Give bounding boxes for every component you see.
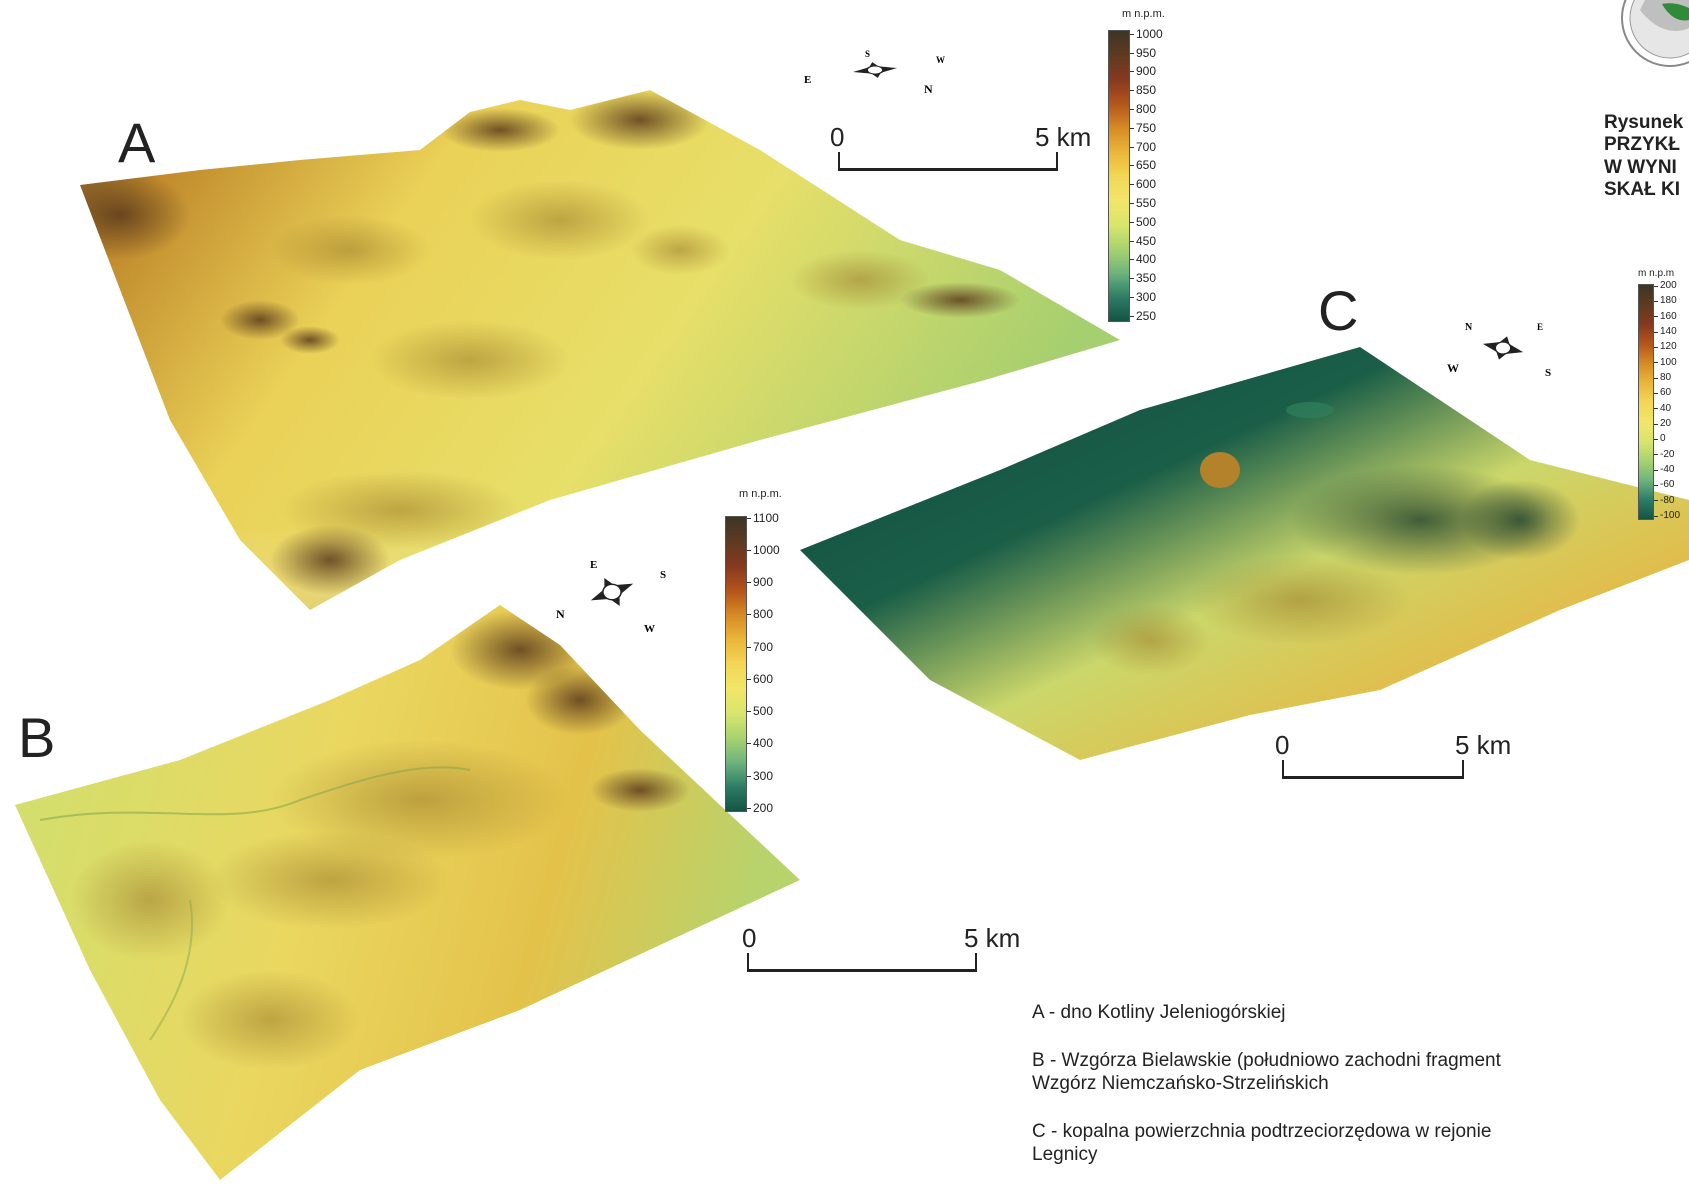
colorbar-b-tick: 700 <box>746 639 774 654</box>
compass-a-letter-2: E <box>804 74 811 86</box>
colorbar-c: m n.p.m 200 180 160 140 120 100 80 60 40 20 0 -20 -4… <box>1638 268 1689 521</box>
colorbar-b-tick: 600 <box>746 671 774 686</box>
colorbar-a-tick: 500 <box>1129 214 1157 229</box>
colorbar-a-tick: 250 <box>1129 308 1157 323</box>
compass-rose-a-icon: S E N W <box>804 50 945 96</box>
colorbar-c-title: m n.p.m <box>1638 268 1675 279</box>
colorbar-a-tick: 1000 <box>1130 26 1163 41</box>
colorbar-c-tick: -60 <box>1653 479 1675 491</box>
colorbar-a-tick: 700 <box>1129 139 1157 154</box>
colorbar-b-tick: 1000 <box>747 543 780 558</box>
legend-item-c: C - kopalna powierzchnia podtrzeciorzędo… <box>1032 1121 1492 1165</box>
colorbar-a-tick: 800 <box>1129 102 1157 116</box>
compass-a-letter-4: W <box>936 55 945 65</box>
compass-c-letter-1: N <box>1465 322 1473 333</box>
colorbar-c-tick: 20 <box>1653 418 1672 429</box>
scalebar-a: 0 5 km <box>830 122 1100 182</box>
scalebar-a-line <box>838 152 1058 171</box>
scalebar-c: 0 5 km <box>1275 730 1525 790</box>
compass-c-letter-4: W <box>1447 361 1459 375</box>
colorbar-a-tick: 300 <box>1129 290 1157 304</box>
colorbar-a-tick: 600 <box>1129 177 1157 192</box>
terrain-surface-c <box>800 347 1689 760</box>
scalebar-c-end: 5 km <box>1455 730 1512 760</box>
compass-a-letter-3: N <box>924 82 933 96</box>
colorbar-a-tick: 400 <box>1129 252 1157 267</box>
colorbar-c-tick: 200 <box>1654 280 1677 291</box>
colorbar-c-tick: -80 <box>1653 494 1675 506</box>
scalebar-b-line <box>747 953 977 972</box>
colorbar-b-tick: 300 <box>746 768 774 783</box>
colorbar-b: m n.p.m. 1100 1000 900 800 700 600 500 400 300 20… <box>725 488 815 820</box>
colorbar-a-tick: 350 <box>1129 271 1157 286</box>
colorbar-a-title: m n.p.m. <box>1122 8 1165 20</box>
terrain-surface-b <box>15 605 800 1180</box>
compass-b-letter-4: N <box>556 607 565 621</box>
colorbar-a-tick: 900 <box>1129 64 1157 79</box>
colorbar-a: m n.p.m. 1000 950 900 850 800 750 700 650 600 550… <box>1108 8 1198 325</box>
compass-rose-b-icon: E S W N <box>556 560 666 635</box>
colorbar-a-tick: 550 <box>1129 196 1157 210</box>
colorbar-a-bar <box>1108 30 1130 322</box>
colorbar-a-tick: 850 <box>1129 83 1157 98</box>
legend-item-a: A - dno Kotliny Jeleniogórskiej <box>1032 1002 1286 1023</box>
colorbar-c-bar <box>1638 284 1654 520</box>
compass-b-letter-1: E <box>590 560 597 571</box>
compass-rose-c-icon: N E S W <box>1447 322 1551 379</box>
colorbar-a-tick: 750 <box>1129 120 1157 135</box>
colorbar-c-tick: 60 <box>1653 387 1672 399</box>
colorbar-b-tick: 900 <box>746 575 774 590</box>
compass-b-letter-2: S <box>660 569 666 581</box>
scalebar-b-end: 5 km <box>964 923 1021 953</box>
figure-title: Rysunek PRZYKŁ W WYNI SKAŁ KI <box>1604 112 1684 201</box>
colorbar-c-tick: 160 <box>1654 310 1677 322</box>
colorbar-a-tick: 950 <box>1129 45 1157 60</box>
colorbar-c-tick: 80 <box>1653 372 1672 383</box>
colorbar-b-tick: 200 <box>746 800 774 815</box>
scalebar-a-end: 5 km <box>1035 122 1092 152</box>
colorbar-b-tick: 800 <box>746 607 774 622</box>
colorbar-c-tick: 0 <box>1654 433 1666 445</box>
legend-item-b: B - Wzgórza Bielawskie (południowo zacho… <box>1032 1050 1501 1094</box>
colorbar-c-tick: -20 <box>1653 448 1675 460</box>
colorbar-c-tick: -40 <box>1653 464 1675 475</box>
scalebar-a-start: 0 <box>830 122 845 152</box>
colorbar-b-tick: 500 <box>746 704 774 719</box>
colorbar-c-tick: 120 <box>1654 341 1677 353</box>
panel-label-c: C <box>1318 279 1359 342</box>
colorbar-b-title: m n.p.m. <box>739 488 782 500</box>
panel-label-b: B <box>18 706 56 769</box>
colorbar-c-tick: 140 <box>1654 326 1677 337</box>
colorbar-b-tick: 1100 <box>747 510 779 525</box>
colorbar-a-tick: 650 <box>1129 158 1157 173</box>
compass-b-letter-3: W <box>644 623 655 635</box>
scalebar-c-start: 0 <box>1275 730 1290 760</box>
colorbar-c-tick: 100 <box>1654 356 1677 368</box>
colorbar-c-tick: 180 <box>1654 295 1677 307</box>
scalebar-b-start: 0 <box>742 923 757 953</box>
scalebar-c-line <box>1282 760 1464 779</box>
colorbar-c-tick: 40 <box>1653 402 1672 414</box>
colorbar-c-tick: -100 <box>1653 510 1681 521</box>
scalebar-b: 0 5 km <box>742 923 1042 983</box>
compass-c-letter-2: E <box>1537 322 1543 332</box>
compass-c-letter-3: S <box>1545 367 1551 379</box>
colorbar-a-tick: 450 <box>1129 233 1157 248</box>
panel-label-a: A <box>118 111 156 174</box>
map-emblem-icon <box>1621 0 1689 67</box>
colorbar-b-bar <box>725 516 747 812</box>
colorbar-b-tick: 400 <box>746 736 774 751</box>
compass-a-letter-1: S <box>865 50 870 59</box>
